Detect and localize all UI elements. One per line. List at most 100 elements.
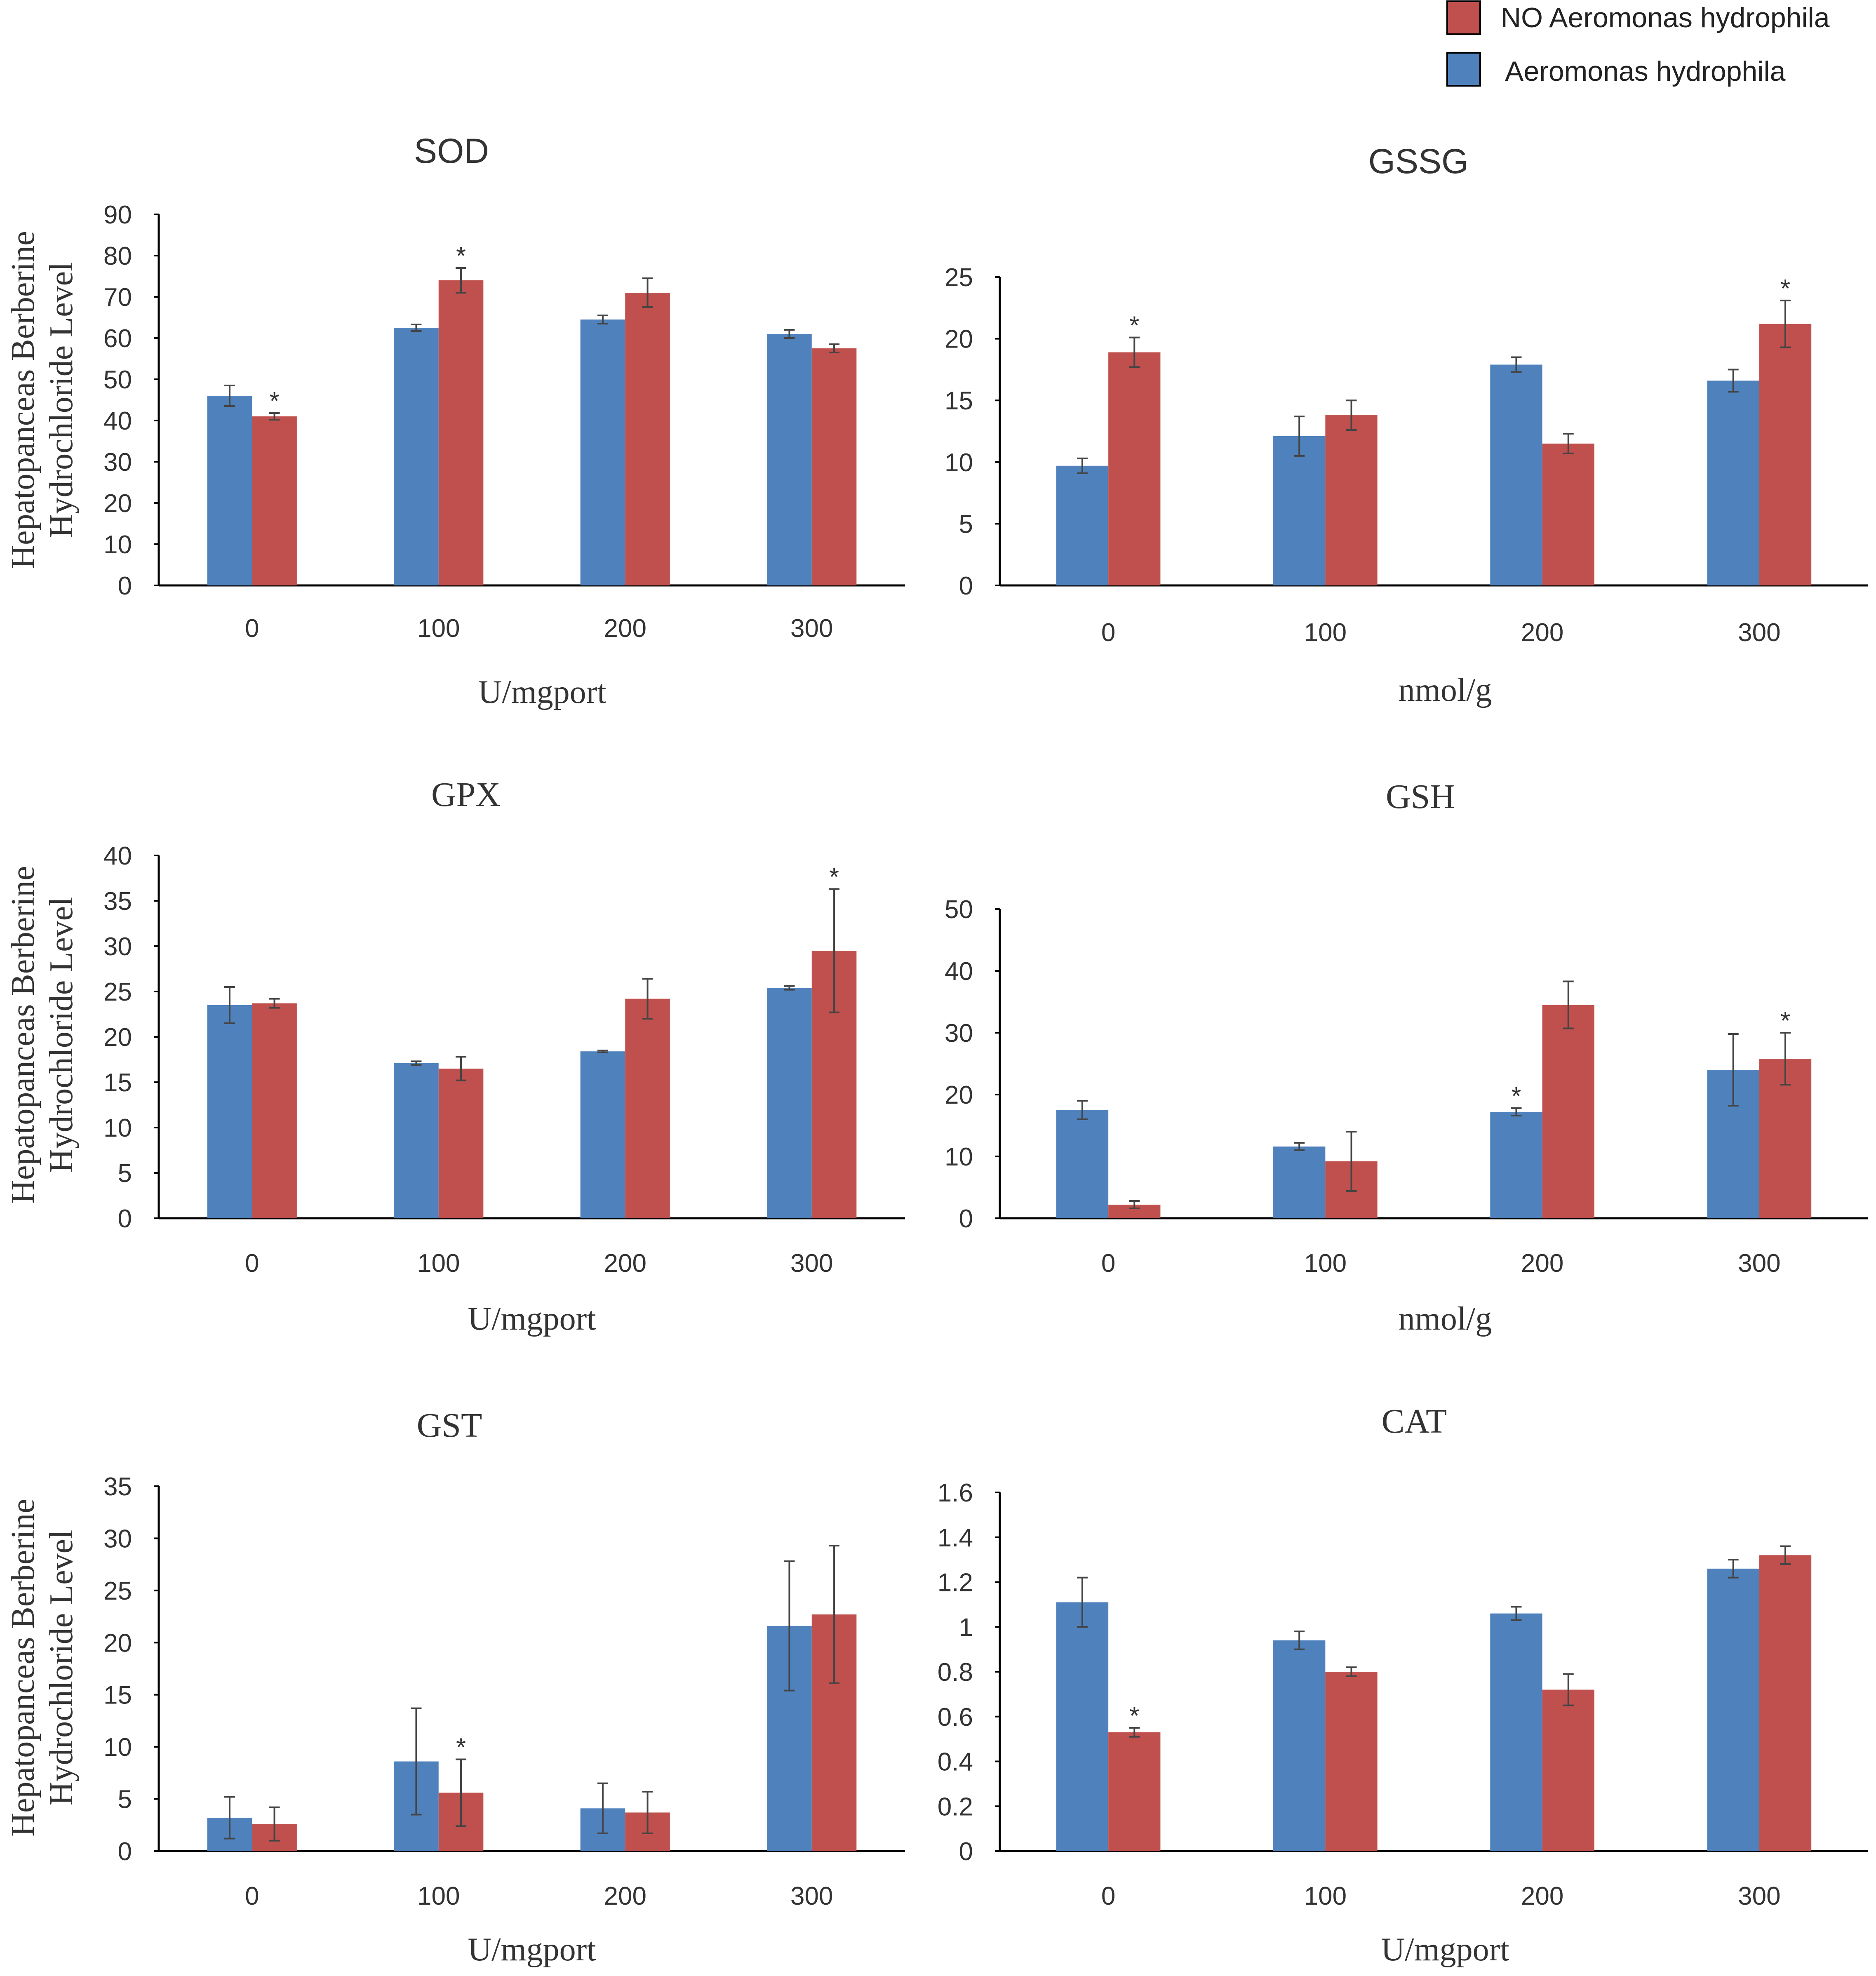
bar-gssg-aeromonas-100 [1273, 436, 1326, 585]
chart-cat: CAT 0 0.2 0.4 0.6 0.8 1 1.2 1.4 1.6 0 * 100 200 300 U/m… [938, 1402, 1868, 1968]
x-tick-label-gst: 100 [417, 1882, 460, 1910]
y-tick-label-gst: 35 [103, 1473, 132, 1501]
y-tick-label-gssg: 5 [959, 510, 973, 538]
y-tick-label-cat: 1.2 [938, 1569, 973, 1597]
bar-cat-aeromonas-0 [1056, 1602, 1109, 1851]
legend-label-aeromonas: Aeromonas hydrophila [1505, 56, 1786, 87]
bar-gpx-aeromonas-200 [580, 1051, 625, 1218]
y-tick-label-gpx: 25 [103, 978, 132, 1006]
y-tick-label-gst: 15 [103, 1681, 132, 1710]
bar-gssg-no-aeromonas-100 [1325, 415, 1378, 585]
y-tick-label-gsh: 20 [945, 1081, 973, 1109]
y-tick-label-gsh: 0 [959, 1205, 973, 1233]
chart-gpx: GPX 0 5 10 15 20 25 30 35 40 0 100 200 300 * U/mgport [103, 775, 905, 1337]
x-axis-label-cat: U/mgport [1381, 1931, 1509, 1968]
x-tick-label-gssg: 200 [1521, 618, 1563, 647]
y-tick-label-sod: 60 [103, 324, 132, 353]
bar-gssg-no-aeromonas-200 [1542, 443, 1594, 585]
y-tick-label-gst: 20 [103, 1629, 132, 1657]
bar-sod-no-aeromonas-0 [252, 416, 297, 585]
chart-title-gsh: GSH [1386, 778, 1455, 816]
x-tick-label-sod: 300 [790, 614, 833, 643]
x-tick-label-gpx: 0 [245, 1249, 259, 1278]
y-tick-label-sod: 20 [103, 489, 132, 518]
y-tick-label-gpx: 15 [103, 1069, 132, 1097]
y-tick-label-sod: 50 [103, 366, 132, 394]
legend-swatch-aeromonas [1446, 52, 1481, 87]
significance-star-gsh-aeromonas-200: * [1511, 1082, 1521, 1111]
legend-label-no-aeromonas: NO Aeromonas hydrophila [1501, 2, 1830, 33]
y-tick-label-gpx: 40 [103, 842, 132, 870]
bar-gssg-no-aeromonas-300 [1759, 324, 1812, 585]
y-tick-label-gssg: 0 [959, 572, 973, 600]
y-tick-label-sod: 70 [103, 283, 132, 312]
bar-cat-aeromonas-100 [1273, 1640, 1326, 1851]
bar-gsh-no-aeromonas-200 [1542, 1005, 1594, 1218]
x-tick-label-gssg: 100 [1304, 618, 1347, 647]
significance-star-gssg-no-aeromonas-300: * [1780, 275, 1790, 303]
bar-gpx-aeromonas-300 [767, 988, 812, 1218]
bar-cat-no-aeromonas-300 [1759, 1555, 1812, 1851]
y-tick-label-gst: 0 [118, 1837, 132, 1866]
bar-gssg-aeromonas-200 [1490, 364, 1542, 585]
y-tick-label-cat: 0.6 [938, 1703, 973, 1732]
x-tick-label-gpx: 300 [790, 1249, 833, 1278]
y-tick-label-cat: 0 [959, 1837, 973, 1866]
legend: NO Aeromonas hydrophila Aeromonas hydrop… [1446, 0, 1830, 87]
x-axis-label-gpx: U/mgport [468, 1301, 596, 1337]
chart-title-cat: CAT [1382, 1402, 1447, 1440]
bar-cat-no-aeromonas-200 [1542, 1689, 1594, 1851]
x-axis-label-gst: U/mgport [468, 1931, 596, 1968]
ylabel-line1-row1: Hepatopanceas Berberine [5, 231, 41, 569]
bar-sod-aeromonas-0 [207, 396, 252, 585]
ylabel-line2-row1: Hydrochloride Level [43, 262, 80, 538]
bar-cat-aeromonas-200 [1490, 1613, 1542, 1851]
x-axis-label-sod: U/mgport [478, 674, 606, 710]
y-tick-label-gssg: 15 [945, 387, 973, 415]
y-tick-label-gssg: 20 [945, 325, 973, 354]
chart-gst: GST 0 5 10 15 20 25 30 35 0 100 * 200 300 U/mgport [103, 1406, 905, 1968]
y-tick-label-cat: 0.2 [938, 1793, 973, 1821]
y-tick-label-gpx: 0 [118, 1205, 132, 1233]
y-tick-label-gpx: 30 [103, 933, 132, 961]
legend-swatch-no-aeromonas [1446, 0, 1481, 35]
significance-star-gst-no-aeromonas-100: * [456, 1733, 466, 1762]
bar-sod-no-aeromonas-300 [811, 348, 857, 585]
bar-sod-no-aeromonas-100 [438, 280, 484, 585]
bar-gpx-aeromonas-0 [207, 1005, 252, 1218]
bar-gssg-aeromonas-0 [1056, 465, 1109, 585]
bar-gsh-aeromonas-0 [1056, 1110, 1109, 1218]
bar-gssg-aeromonas-300 [1707, 381, 1759, 585]
x-tick-label-gsh: 100 [1304, 1249, 1347, 1278]
chart-sod: SOD 0 10 20 30 40 50 60 70 80 90 0 * 100 * 200 300 U/mgpo… [103, 132, 905, 710]
chart-gsh: GSH 0 10 20 30 40 50 0 100 200 * 300 * nmol/g [945, 778, 1868, 1337]
significance-star-gsh-no-aeromonas-300: * [1780, 1007, 1790, 1035]
x-tick-label-sod: 0 [245, 614, 259, 643]
y-tick-label-sod: 80 [103, 242, 132, 270]
x-tick-label-gsh: 0 [1101, 1249, 1115, 1278]
bar-sod-aeromonas-200 [580, 320, 625, 585]
chart-title-gssg: GSSG [1368, 142, 1469, 181]
x-tick-label-cat: 200 [1521, 1882, 1563, 1910]
y-tick-label-cat: 1.6 [938, 1479, 973, 1507]
ylabel-line1-row3: Hepatopanceas Berberine [5, 1499, 41, 1837]
y-tick-label-gpx: 10 [103, 1114, 132, 1142]
bar-sod-no-aeromonas-200 [625, 293, 670, 585]
x-axis-label-gssg: nmol/g [1399, 672, 1492, 708]
x-tick-label-gsh: 300 [1738, 1249, 1780, 1278]
y-tick-label-sod: 40 [103, 407, 132, 435]
significance-star-sod-no-aeromonas-100: * [456, 242, 466, 270]
significance-star-sod-no-aeromonas-0: * [269, 387, 279, 416]
bar-gpx-no-aeromonas-0 [252, 1003, 297, 1218]
y-tick-label-cat: 1 [959, 1613, 973, 1642]
ylabel-line2-row3: Hydrochloride Level [43, 1530, 80, 1806]
y-tick-label-sod: 10 [103, 531, 132, 559]
y-tick-label-sod: 90 [103, 201, 132, 229]
y-tick-label-gst: 10 [103, 1733, 132, 1762]
y-tick-label-gpx: 35 [103, 887, 132, 916]
y-tick-label-gsh: 30 [945, 1019, 973, 1048]
x-axis-label-gsh: nmol/g [1399, 1301, 1492, 1337]
x-tick-label-cat: 300 [1738, 1882, 1780, 1910]
y-tick-label-gpx: 20 [103, 1023, 132, 1052]
y-tick-label-gssg: 25 [945, 263, 973, 292]
